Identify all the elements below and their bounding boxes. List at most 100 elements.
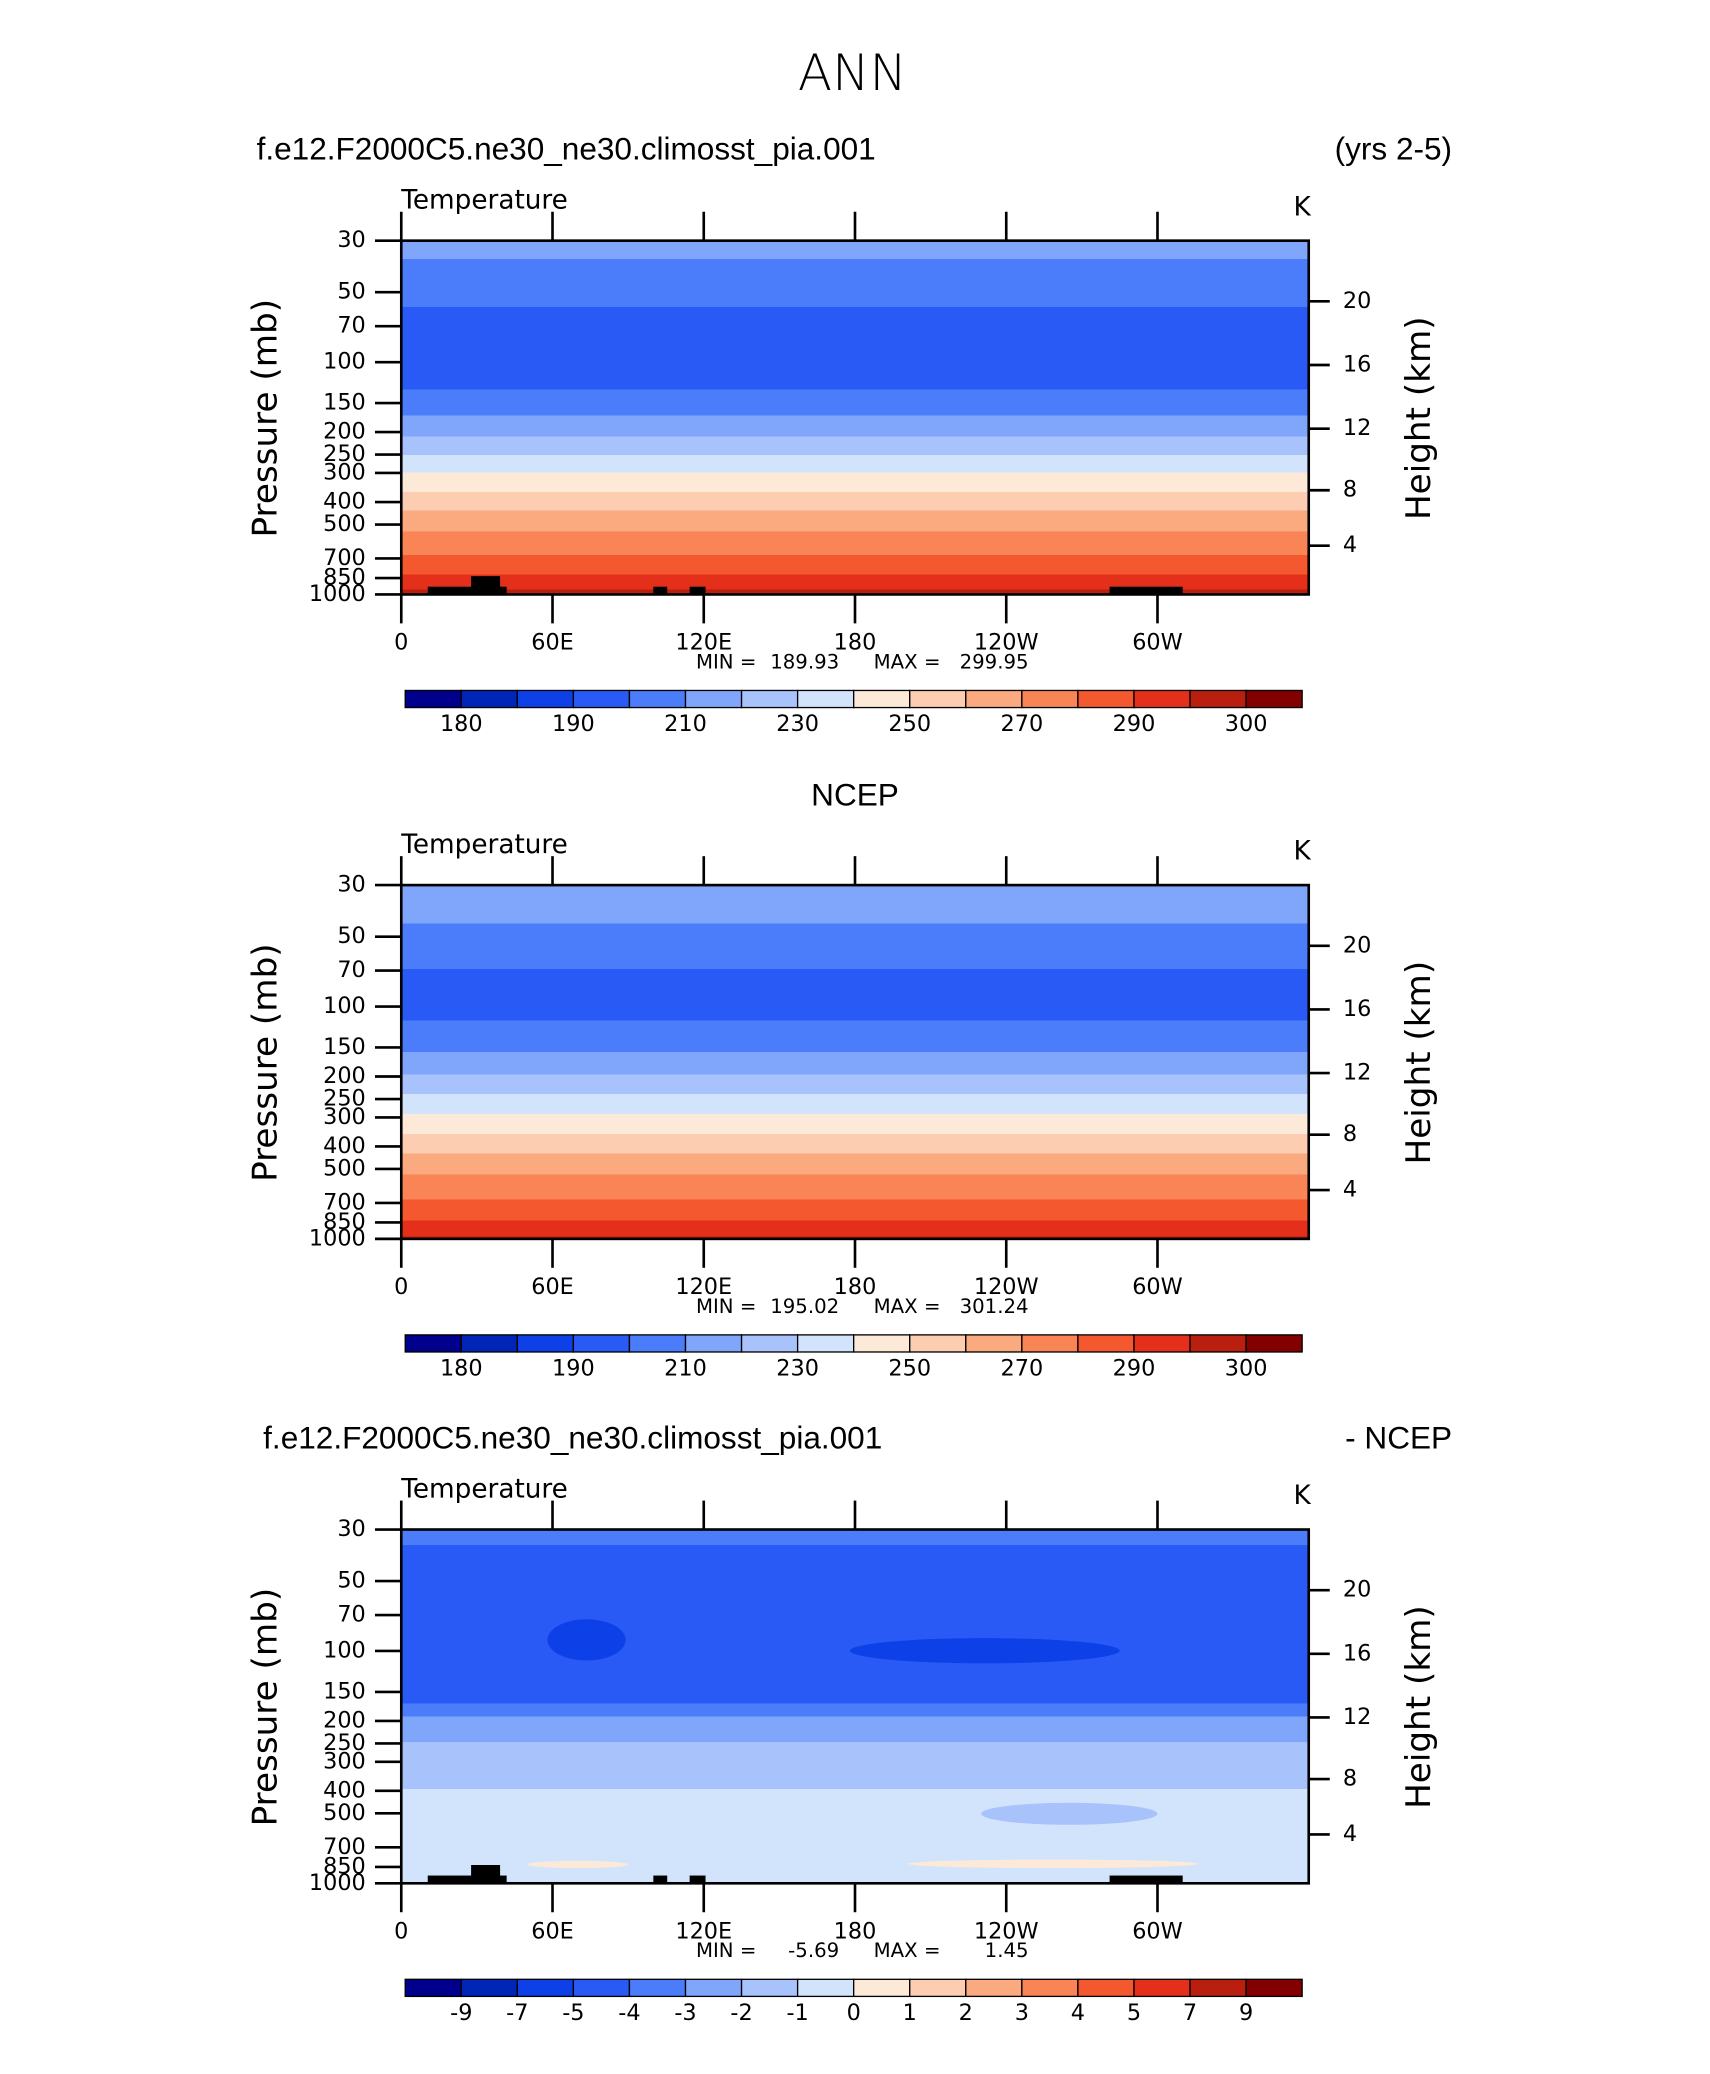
x-tick-label: 60E: [531, 1274, 574, 1300]
colorbar-box: [628, 689, 687, 709]
contour-band: [401, 554, 1309, 575]
contour-band: [401, 969, 1309, 1021]
x-tick-label: 0: [394, 1274, 408, 1300]
min-value: 195.02: [770, 1295, 839, 1318]
colorbar-box: [853, 689, 911, 709]
colorbar-box: [1021, 1978, 1079, 1998]
colorbar-label: -4: [618, 2000, 640, 2026]
contour-band: [401, 1529, 1309, 1546]
y-tick-label: 700: [323, 1189, 366, 1215]
colorbar-box: [684, 689, 743, 709]
colorbar-label: -9: [450, 2000, 472, 2026]
colorbar-label: 250: [888, 1356, 931, 1382]
x-tick-label: 120E: [675, 630, 732, 656]
y-tick-label: 50: [337, 1568, 365, 1594]
y-axis-label: Pressure (mb): [246, 943, 286, 1182]
y2-tick-label: 8: [1343, 1121, 1357, 1147]
contour-band: [401, 1220, 1309, 1237]
colorbar-label: 210: [664, 711, 707, 737]
colorbar-box: [1189, 1978, 1247, 1998]
topography: [653, 586, 668, 595]
topography: [471, 1864, 501, 1884]
y2-tick-label: 12: [1343, 1060, 1371, 1086]
colorbar-box: [684, 1978, 743, 1998]
colorbar-label: 0: [847, 2000, 861, 2026]
y-tick-label: 300: [323, 1748, 366, 1774]
topography: [1109, 586, 1183, 595]
y-tick-label: 250: [323, 441, 366, 467]
y2-tick-label: 16: [1343, 352, 1371, 378]
colorbar-label: -2: [730, 2000, 752, 2026]
contour-band: [401, 307, 1309, 390]
y-tick-label: 200: [323, 419, 366, 445]
x-tick-label: 120W: [974, 1274, 1039, 1300]
contour-patch: [527, 1860, 629, 1869]
y-tick-label: 1000: [309, 581, 366, 607]
colorbar-label: 190: [552, 711, 595, 737]
subtitle: Temperature: [400, 830, 568, 860]
y-tick-label: 300: [323, 459, 366, 485]
y2-axis-label: Height (km): [1399, 316, 1439, 520]
contour-band: [401, 1113, 1309, 1134]
min-label: MIN =: [696, 1295, 756, 1318]
colorbar-box: [1133, 1978, 1191, 1998]
topography: [653, 1875, 668, 1884]
colorbar-box: [460, 1978, 518, 1998]
colorbar-label: 250: [888, 711, 931, 737]
min-label: MIN =: [696, 1939, 756, 1962]
colorbar-label: -5: [562, 2000, 584, 2026]
contour-band: [401, 1133, 1309, 1154]
y2-tick-label: 20: [1343, 288, 1371, 314]
contour-band: [401, 1742, 1309, 1789]
contour-band: [401, 923, 1309, 970]
y2-tick-label: 12: [1343, 415, 1371, 441]
topography: [689, 586, 706, 595]
colorbar-box: [404, 1334, 462, 1353]
colorbar-box: [1245, 1978, 1303, 1998]
units: K: [1294, 837, 1312, 867]
contour-band: [401, 491, 1309, 511]
y-tick-label: 30: [337, 1516, 365, 1542]
colorbar-label: 290: [1113, 1356, 1156, 1382]
colorbar-label: 3: [1015, 2000, 1029, 2026]
contour-band: [401, 885, 1309, 924]
y-tick-label: 400: [323, 489, 366, 515]
x-tick-label: 120E: [675, 1918, 732, 1944]
y-tick-label: 70: [337, 313, 365, 339]
colorbar-box: [1021, 689, 1079, 709]
contour-band: [401, 1020, 1309, 1053]
y2-axis-label: Height (km): [1399, 961, 1439, 1165]
colorbar-box: [404, 689, 462, 709]
y-tick-label: 400: [323, 1777, 366, 1803]
contour-band: [401, 454, 1309, 473]
contour-band: [401, 1094, 1309, 1114]
contour-band: [401, 1074, 1309, 1095]
colorbar-label: 1: [903, 2000, 917, 2026]
colorbar-label: 270: [1001, 711, 1044, 737]
contour-band: [401, 472, 1309, 492]
colorbar-box: [909, 689, 967, 709]
y2-tick-label: 4: [1343, 1821, 1357, 1847]
colorbar-box: [740, 1334, 799, 1353]
x-tick-label: 60W: [1132, 630, 1183, 656]
y2-tick-label: 4: [1343, 1177, 1357, 1203]
contour-band: [401, 1153, 1309, 1175]
colorbar-box: [1133, 689, 1191, 709]
x-tick-label: 120W: [974, 1918, 1039, 1944]
min-label: MIN =: [696, 650, 756, 673]
panel-title: NCEP: [811, 776, 899, 812]
min-value: 189.93: [770, 650, 839, 673]
colorbar-label: 230: [776, 711, 819, 737]
colorbar-label: 190: [552, 1356, 595, 1382]
colorbar-box: [740, 689, 799, 709]
colorbar-label: 290: [1113, 711, 1156, 737]
y-tick-label: 200: [323, 1063, 366, 1089]
contour-band: [401, 574, 1309, 590]
colorbar-label: 270: [1001, 1356, 1044, 1382]
min-value: -5.69: [788, 1939, 839, 1962]
y2-tick-label: 8: [1343, 1766, 1357, 1792]
y-axis-label: Pressure (mb): [246, 299, 286, 538]
contour-band: [401, 531, 1309, 555]
y-tick-label: 100: [323, 349, 366, 375]
colorbar-box: [909, 1334, 967, 1353]
